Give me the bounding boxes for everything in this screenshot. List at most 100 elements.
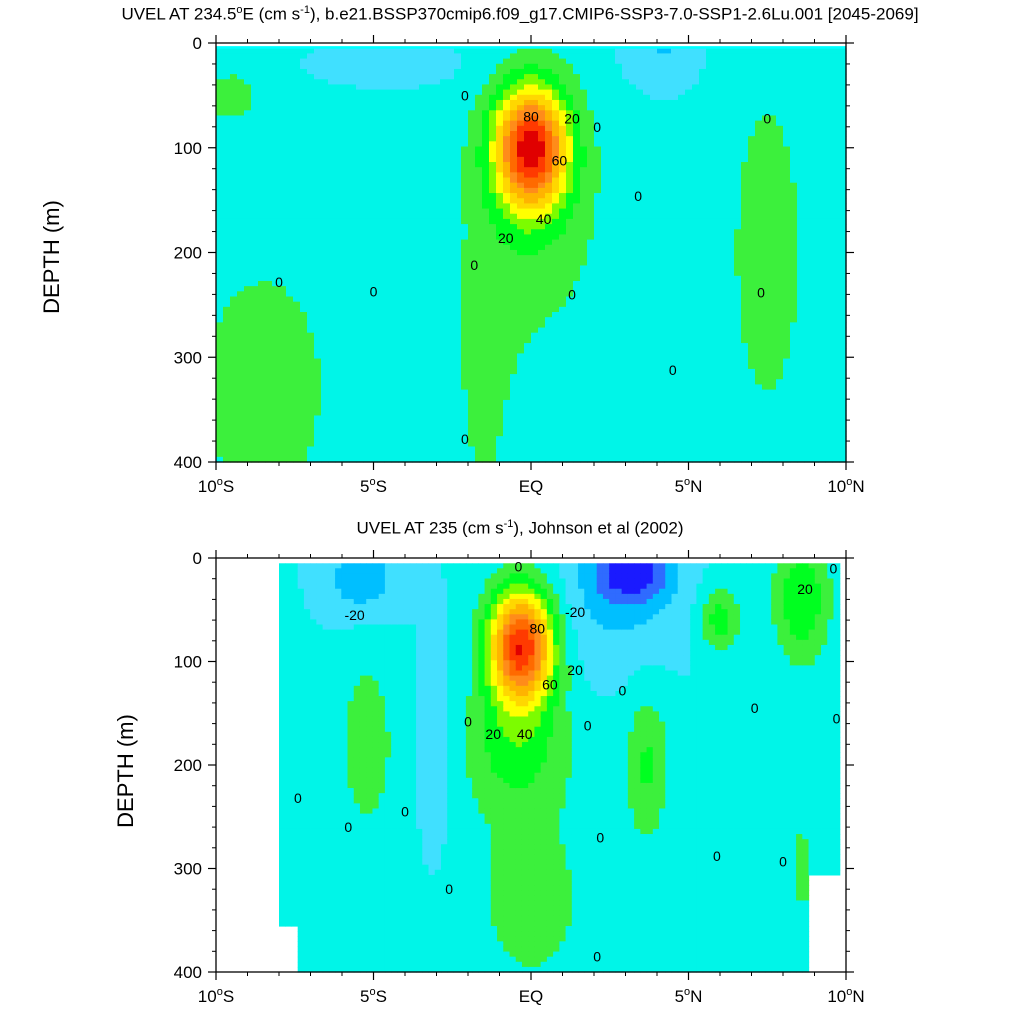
field-cell — [489, 420, 497, 427]
field-cell — [293, 172, 301, 179]
field-cell — [482, 389, 490, 396]
field-cell — [384, 156, 392, 163]
field-cell — [370, 172, 378, 179]
field-cell — [454, 446, 462, 453]
field-cell — [237, 343, 245, 349]
field-cell — [342, 151, 350, 158]
field-cell — [363, 84, 371, 91]
field-cell — [342, 110, 350, 117]
field-cell — [293, 394, 301, 401]
field-cell — [643, 136, 651, 142]
field-cell — [363, 105, 371, 111]
field-cell — [370, 79, 378, 86]
field-cell — [377, 94, 385, 101]
field-cell — [468, 394, 476, 401]
field-cell — [384, 89, 392, 96]
field-cell — [426, 286, 434, 292]
field-cell — [412, 389, 420, 396]
field-cell — [335, 255, 343, 261]
field-cell — [391, 198, 399, 204]
field-cell — [384, 384, 392, 391]
field-cell — [258, 322, 266, 329]
field-cell — [426, 213, 434, 220]
field-cell — [433, 74, 441, 80]
field-cell — [524, 337, 532, 344]
field-cell — [230, 317, 238, 323]
field-cell — [307, 63, 315, 70]
field-cell — [286, 146, 294, 153]
field-cell — [328, 327, 336, 334]
field-cell — [412, 218, 420, 225]
field-cell — [349, 255, 357, 261]
field-cell — [538, 306, 546, 313]
field-cell — [272, 167, 280, 173]
field-cell — [223, 224, 231, 230]
field-cell — [559, 255, 567, 261]
field-cell — [489, 249, 497, 256]
field-cell — [433, 312, 441, 318]
field-cell — [258, 84, 266, 91]
field-cell — [622, 405, 630, 411]
field-cell — [629, 172, 637, 179]
field-cell — [244, 363, 252, 370]
field-cell — [300, 74, 308, 80]
field-cell — [531, 286, 539, 292]
field-cell — [461, 260, 469, 267]
field-cell — [461, 146, 469, 153]
field-cell — [447, 187, 455, 194]
field-cell — [349, 68, 357, 75]
field-cell — [510, 410, 518, 417]
field-cell — [489, 125, 497, 132]
field-cell — [398, 291, 406, 298]
field-cell — [468, 74, 476, 80]
field-cell — [237, 441, 245, 448]
field-cell — [566, 115, 574, 122]
field-cell — [405, 244, 413, 251]
field-cell — [328, 218, 336, 225]
field-cell — [510, 436, 518, 442]
field-cell — [265, 389, 273, 396]
field-cell — [300, 410, 308, 417]
field-cell — [559, 198, 567, 204]
field-cell — [475, 162, 483, 168]
field-cell — [489, 99, 497, 106]
field-cell — [629, 229, 637, 236]
field-cell — [293, 405, 301, 411]
field-cell — [272, 234, 280, 241]
field-cell — [335, 244, 343, 251]
field-cell — [524, 208, 532, 215]
field-cell — [636, 312, 644, 318]
field-cell — [244, 89, 252, 96]
field-cell — [524, 322, 532, 329]
field-cell — [510, 84, 518, 91]
field-cell — [433, 394, 441, 401]
field-cell — [643, 115, 651, 122]
field-cell — [580, 177, 588, 184]
field-cell — [391, 99, 399, 106]
field-cell — [601, 363, 609, 370]
field-cell — [286, 296, 294, 303]
field-cell — [286, 275, 294, 282]
field-cell — [398, 68, 406, 75]
field-cell — [503, 187, 511, 194]
field-cell — [251, 84, 259, 91]
field-cell — [608, 177, 616, 184]
field-cell — [608, 368, 616, 375]
field-cell — [643, 420, 651, 427]
field-cell — [370, 312, 378, 318]
field-cell — [461, 337, 469, 344]
field-cell — [552, 229, 560, 236]
field-cell — [349, 451, 357, 458]
field-cell — [650, 187, 658, 194]
field-cell — [622, 239, 630, 246]
field-cell — [321, 270, 329, 277]
field-cell — [629, 306, 637, 313]
field-cell — [405, 399, 413, 406]
field-cell — [412, 156, 420, 163]
field-cell — [447, 332, 455, 339]
field-cell — [314, 275, 322, 282]
field-cell — [412, 224, 420, 230]
field-cell — [608, 456, 616, 463]
field-cell — [391, 125, 399, 132]
field-cell — [524, 389, 532, 396]
